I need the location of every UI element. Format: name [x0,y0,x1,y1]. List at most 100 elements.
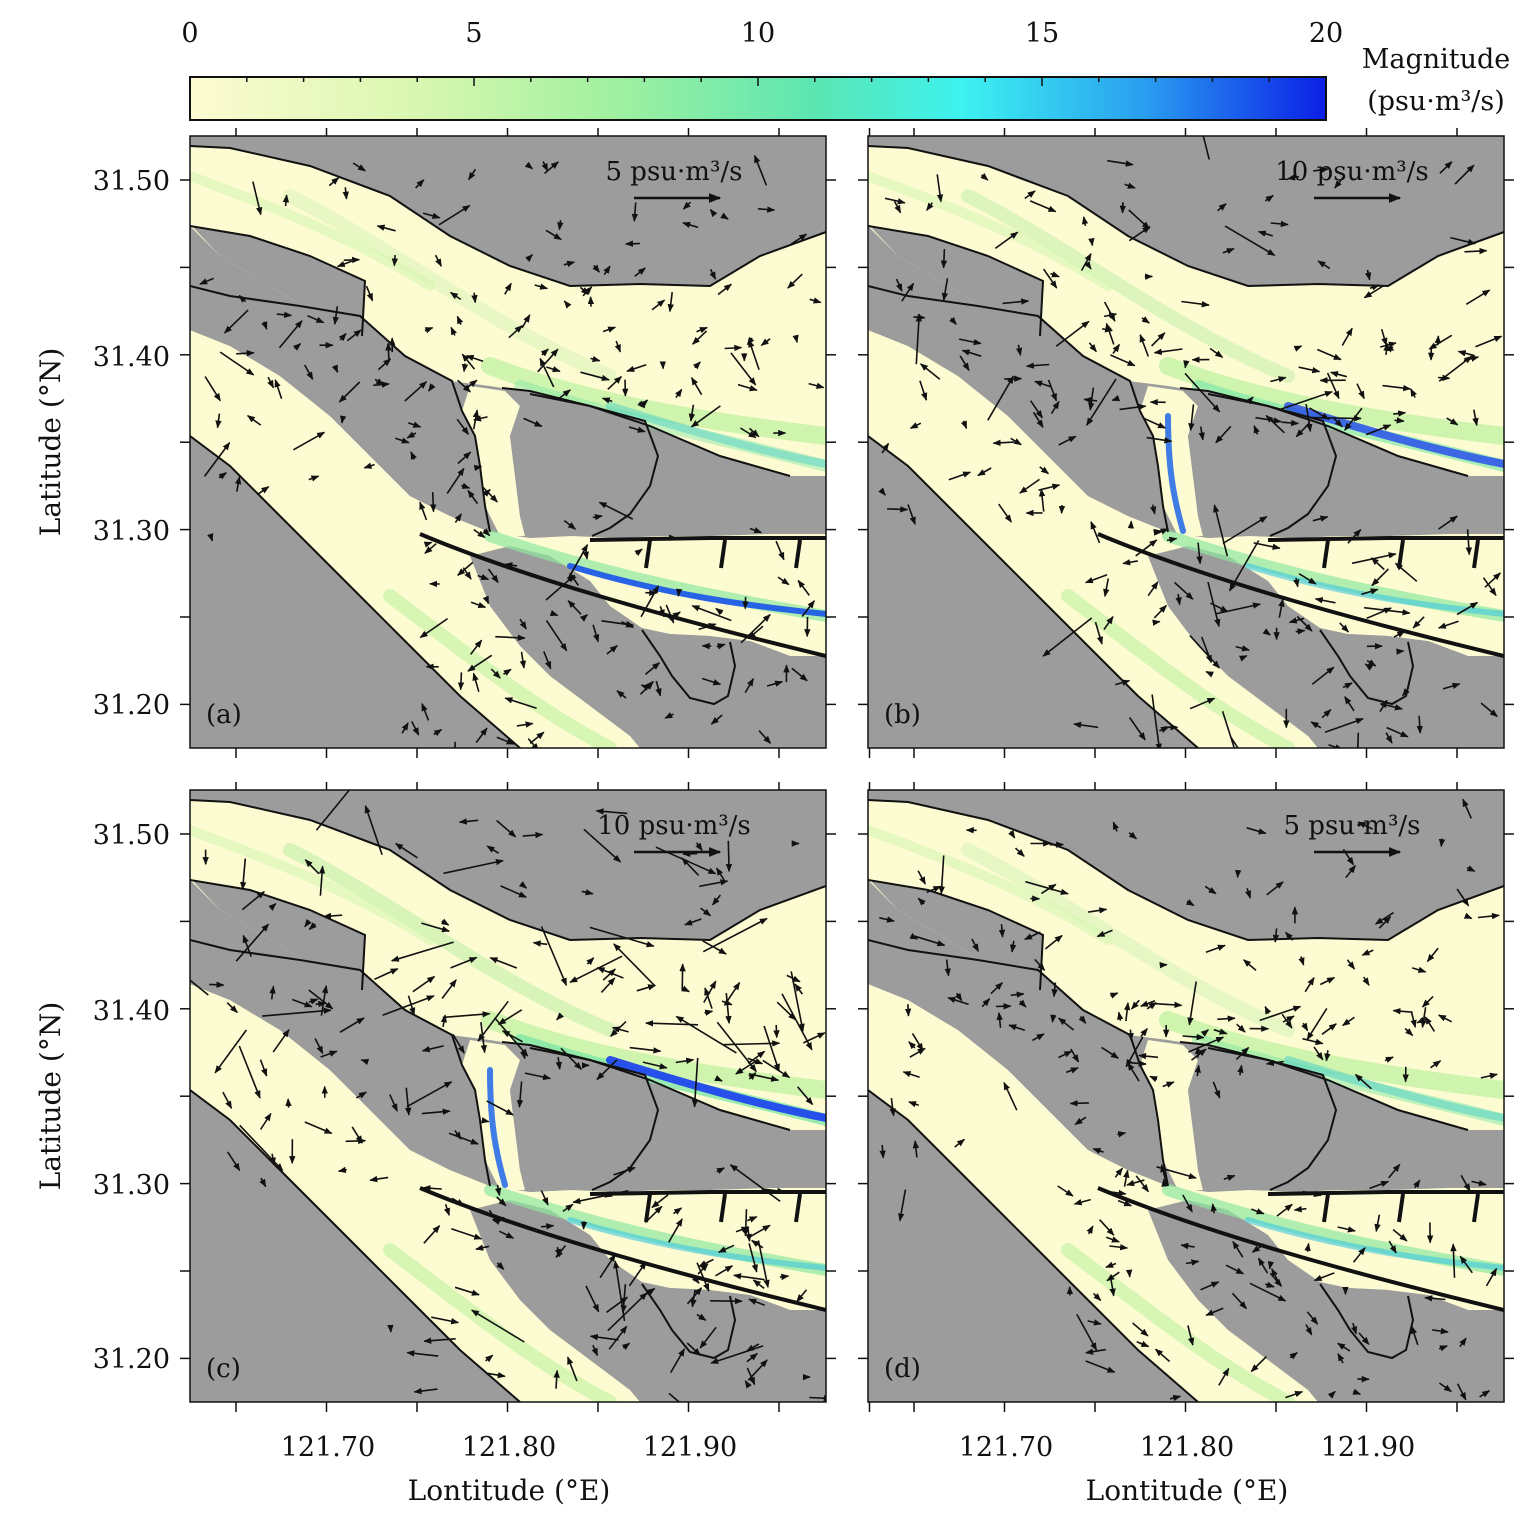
flux-arrow [529,731,545,745]
flux-arrow [1073,1198,1091,1206]
flux-arrow [475,1244,490,1251]
coastline [868,1089,1199,1402]
flux-arrow [1341,327,1353,346]
flux-arrow [961,349,982,357]
flux-arrow [698,1258,714,1268]
y-axis-title: Latitude (°N) [34,1002,67,1191]
land-hengsha [1316,1284,1413,1358]
flux-arrow [1101,1046,1119,1059]
flux-arrow [606,644,618,655]
flux-arrow [1404,1027,1414,1037]
flux-arrow [395,842,418,859]
flux-arrow [1151,694,1162,748]
flux-arrow [1069,1100,1089,1107]
flux-arrow [1313,1272,1335,1282]
flux-arrow [1111,395,1121,402]
flux-arrow [735,1226,750,1233]
flux-arrow [1253,542,1281,550]
flux-arrow [1058,1050,1073,1059]
flux-arrow [540,1190,549,1206]
flux-arrow [777,576,790,586]
x-tick-label: 121.70 [959,1432,1053,1463]
flux-arrow [259,1177,267,1188]
flux-arrow [410,451,417,460]
training-wall [419,532,826,658]
colorbar-tick-label: 5 [465,18,482,49]
flux-arrow [1103,615,1114,630]
flux-arrow [1437,1014,1453,1023]
flux-arrow [808,382,825,389]
flux-arrow [1187,1325,1195,1346]
flux-arrow [1140,999,1156,1007]
flux-arrow [1432,1327,1449,1335]
flux-arrow [645,1020,699,1027]
coastline [190,1089,521,1402]
flux-arrow [698,623,717,631]
flux-arrow [1074,1116,1087,1126]
x-axis-title: Lontitude (°E) [1086,1474,1289,1507]
coastline [868,285,1169,533]
flux-arrow [915,313,922,365]
land-midIsland [190,286,490,532]
flux-arrow [376,224,396,232]
flux-arrow [1221,710,1236,748]
flux-arrow [456,418,470,436]
flux-arrow [682,221,699,229]
x-tick-label: 121.90 [1321,1432,1415,1463]
flux-arrow [1379,699,1388,713]
flux-arrow [276,311,293,318]
flux-arrow [1200,1281,1220,1291]
flux-arrow [1312,515,1329,522]
flux-arrow [699,1326,717,1349]
flux-arrow [637,400,646,409]
flux-arrow [801,600,816,617]
flux-arrow [387,1324,394,1333]
training-wall [1267,536,1504,542]
flux-arrow [1430,1060,1442,1069]
flux-arrow [557,389,571,400]
flux-arrow [1018,999,1027,1008]
flux-arrow [331,364,339,374]
flux-arrow [1187,981,1197,1026]
flux-arrow [752,1279,765,1290]
flux-arrow [729,1164,781,1203]
flux-arrow [912,1140,920,1158]
flux-band [961,189,1295,383]
flux-arrow [1085,1360,1116,1373]
flux-arrow [579,286,589,295]
flux-arrow [917,897,926,906]
flux-arrow [434,254,443,267]
x-tick-label: 121.90 [643,1432,737,1463]
flux-arrow [744,678,755,694]
flux-arrow [1366,607,1392,620]
flux-arrow [1259,1005,1302,1022]
flux-arrow [996,1012,1003,1028]
land-hengsha [638,630,735,704]
flux-arrow [430,492,437,513]
flux-arrow [722,1040,781,1047]
y-axis-title: Latitude (°N) [34,348,67,537]
flux-arrow [1456,601,1479,616]
flux-arrow [796,1086,814,1106]
flux-arrow [487,568,499,584]
flux-arrow [675,1015,737,1054]
flux-arrow [412,975,436,993]
flux-band [383,589,617,748]
flux-arrow [747,1359,768,1381]
scale-arrow-label: 5 psu·m³/s [1284,811,1421,841]
flux-arrow [1301,1022,1309,1032]
flux-arrow [1281,1013,1293,1029]
flux-arrow [762,1059,791,1079]
flux-arrow [940,249,948,269]
flux-arrow [1334,176,1345,189]
y-tick-label: 31.40 [93,342,170,373]
x-axis-title: Lontitude (°E) [408,1474,611,1507]
flux-arrow [1438,1382,1452,1393]
flux-arrow [675,1057,695,1064]
flux-arrow [1371,568,1390,587]
flux-arrow [1361,949,1374,956]
flux-arrow [701,677,722,686]
flux-arrow [600,977,616,993]
flux-arrow [339,1017,365,1033]
flux-arrow [998,924,1006,938]
